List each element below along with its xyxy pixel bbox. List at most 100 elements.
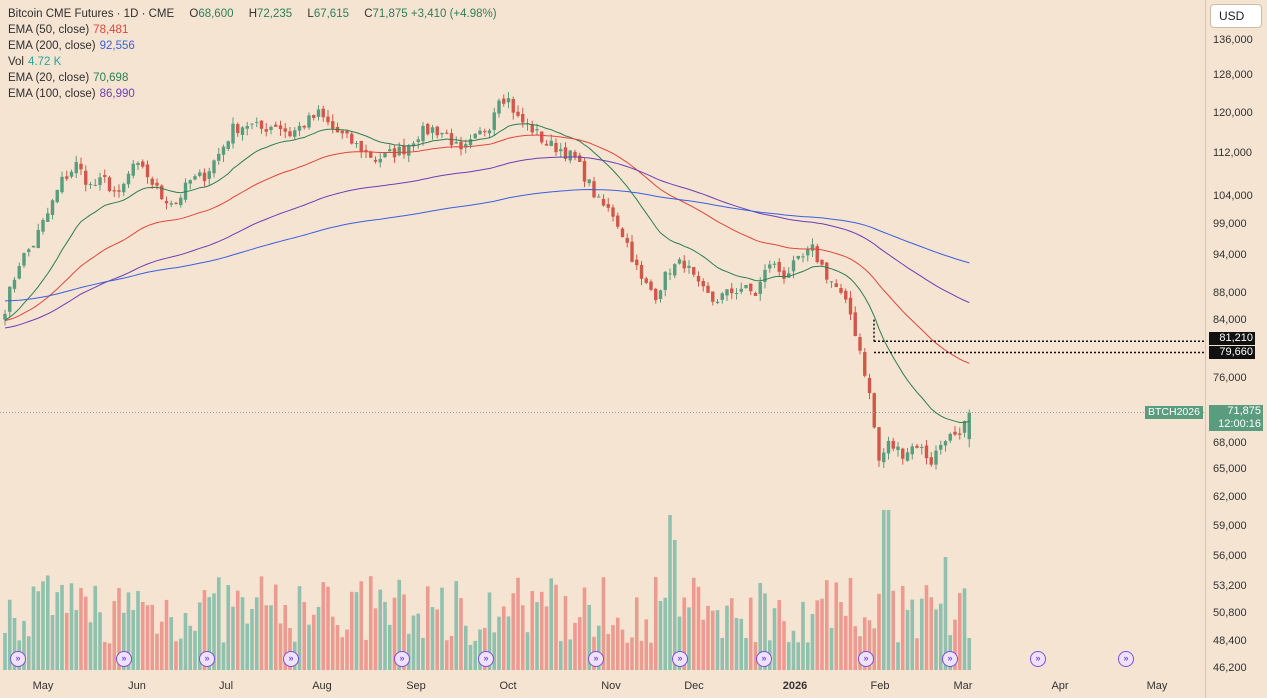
volume-bar <box>326 586 330 670</box>
candle <box>169 203 173 205</box>
volume-bar <box>511 593 516 670</box>
candle <box>255 121 259 123</box>
volume-bar <box>630 637 634 670</box>
indicator-volume[interactable]: Vol 4.72 K <box>8 56 62 68</box>
candle <box>221 146 226 155</box>
candle <box>473 133 477 139</box>
volume-bar <box>283 605 288 670</box>
candle <box>549 140 553 147</box>
volume-bar <box>791 630 796 670</box>
event-marker-icon[interactable]: » <box>588 651 604 667</box>
volume-bar <box>278 623 283 670</box>
volume-bar <box>273 584 278 670</box>
event-marker-icon[interactable]: » <box>199 651 215 667</box>
indicator-ema20[interactable]: EMA (20, close) 70,698 <box>8 72 129 84</box>
candle <box>297 125 302 131</box>
candle <box>198 172 202 176</box>
volume-bar <box>126 592 131 670</box>
candle <box>649 281 653 290</box>
event-marker-icon[interactable]: » <box>478 651 494 667</box>
event-marker-icon[interactable]: » <box>858 651 874 667</box>
volume-bar <box>60 584 64 670</box>
candle <box>554 142 558 153</box>
candle <box>606 204 610 208</box>
candle <box>910 446 914 455</box>
candle <box>74 162 78 174</box>
volume-bar <box>79 588 83 670</box>
candle <box>587 179 591 184</box>
candle <box>682 260 686 269</box>
volume-bar <box>197 602 202 670</box>
volume-bar <box>625 642 630 670</box>
candle <box>882 452 886 463</box>
candle <box>397 146 401 156</box>
volume-bar <box>943 557 948 670</box>
volume-bar <box>520 605 525 670</box>
volume-bar <box>259 576 264 670</box>
candle <box>511 99 515 113</box>
volume-bar <box>734 617 739 670</box>
volume-bar <box>45 575 50 670</box>
event-marker-icon[interactable]: » <box>10 651 26 667</box>
event-marker-icon[interactable]: » <box>756 651 772 667</box>
volume-bar <box>188 625 193 670</box>
candle <box>307 115 311 128</box>
volume-bar <box>41 581 45 670</box>
event-marker-icon[interactable]: » <box>1030 651 1046 667</box>
candle <box>12 279 17 289</box>
volume-bar <box>36 591 41 670</box>
volume-bar <box>720 637 725 670</box>
volume-bar <box>492 632 497 670</box>
candle <box>487 130 492 134</box>
price-chart[interactable] <box>0 0 1205 698</box>
volume-bar <box>601 577 606 670</box>
volume-bar <box>269 605 273 670</box>
candle <box>673 264 677 276</box>
candle <box>810 244 815 251</box>
candle <box>150 178 154 185</box>
event-marker-icon[interactable]: » <box>116 651 132 667</box>
candle <box>544 144 549 146</box>
event-marker-icon[interactable]: » <box>942 651 958 667</box>
volume-bar <box>7 599 12 670</box>
volume-bar <box>102 642 107 670</box>
candle <box>934 450 938 465</box>
volume-bar <box>896 642 900 670</box>
candle <box>696 275 701 282</box>
candle <box>502 98 506 104</box>
time-tick-label: 2026 <box>782 680 808 692</box>
candle <box>60 176 64 193</box>
volume-bar <box>829 627 834 670</box>
bar-countdown: 12:00:16 <box>1218 418 1261 430</box>
candle <box>962 421 967 433</box>
candle <box>464 144 468 148</box>
volume-bar <box>596 625 601 670</box>
indicator-ema50[interactable]: EMA (50, close) 78,481 <box>8 24 129 36</box>
event-marker-icon[interactable]: » <box>672 651 688 667</box>
volume-bar <box>250 608 254 670</box>
event-marker-icon[interactable]: » <box>394 651 410 667</box>
volume-bar <box>577 617 582 670</box>
currency-selector[interactable]: USD <box>1210 4 1262 28</box>
indicator-ema200[interactable]: EMA (200, close) 92,556 <box>8 40 135 52</box>
candle <box>141 161 145 167</box>
high-value: 72,235 <box>257 8 293 20</box>
indicator-ema100[interactable]: EMA (100, close) 86,990 <box>8 88 135 100</box>
candle <box>107 177 112 191</box>
ohlc-row: Bitcoin CME Futures · 1D · CME O68,600 H… <box>8 8 497 20</box>
volume-bar <box>824 580 829 670</box>
price-tick-label: 104,000 <box>1213 190 1253 202</box>
volume-bar <box>739 618 744 670</box>
time-tick-label: May <box>1146 680 1168 692</box>
event-marker-icon[interactable]: » <box>283 651 299 667</box>
price-tick-label: 59,000 <box>1213 520 1247 532</box>
event-marker-icon[interactable]: » <box>1118 651 1134 667</box>
candle <box>388 149 392 152</box>
candle <box>145 164 150 178</box>
candle <box>236 124 240 134</box>
volume-bar <box>397 579 402 670</box>
candle <box>27 249 31 253</box>
price-tick-label: 120,000 <box>1213 107 1253 119</box>
volume-bar <box>55 592 60 670</box>
candle <box>958 433 962 435</box>
